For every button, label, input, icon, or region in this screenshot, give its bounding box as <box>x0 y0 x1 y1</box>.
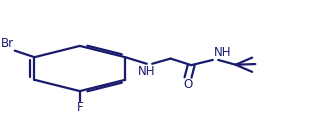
Text: O: O <box>183 78 193 91</box>
Text: F: F <box>77 101 83 114</box>
Text: NH: NH <box>214 46 231 59</box>
Text: NH: NH <box>138 65 156 78</box>
Text: Br: Br <box>0 37 13 50</box>
